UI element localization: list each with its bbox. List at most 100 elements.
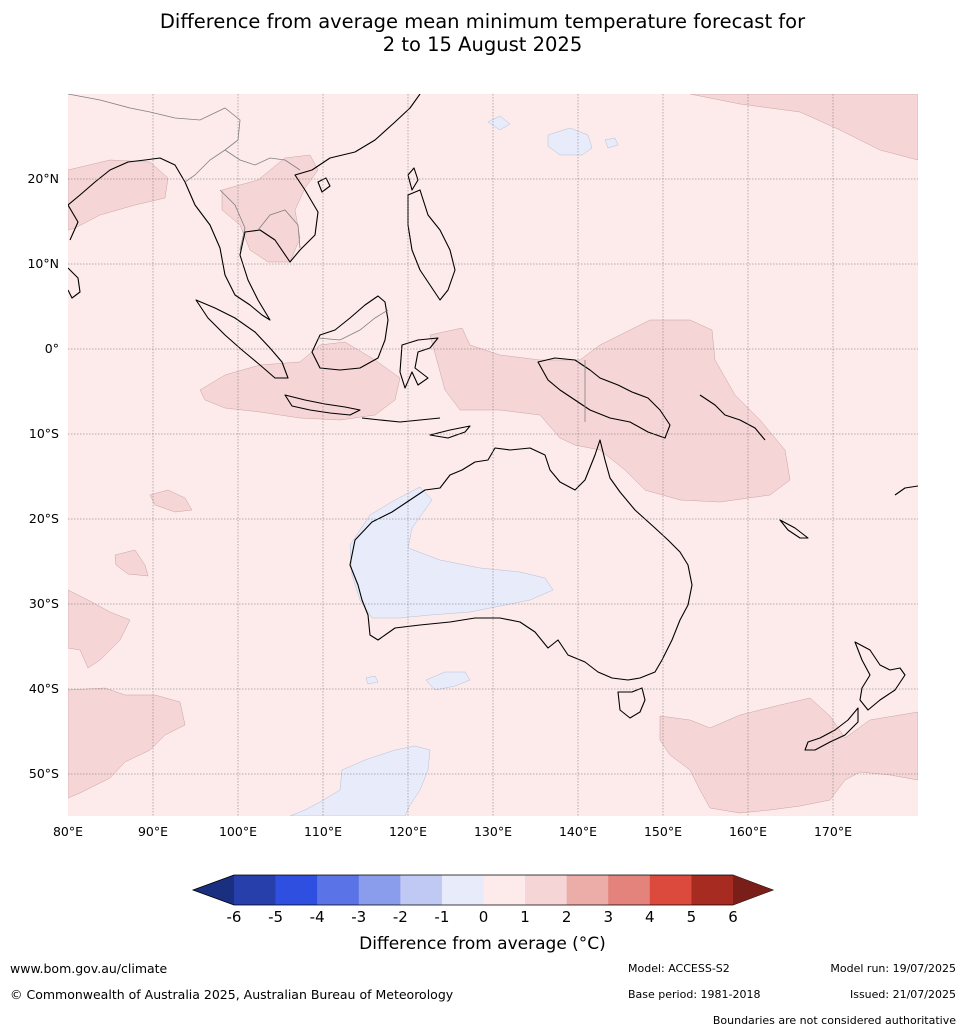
colorbar-tick-label: -5 (268, 908, 283, 926)
lon-label-110e: 110°E (304, 824, 342, 839)
title-line-1: Difference from average mean minimum tem… (159, 10, 806, 33)
coast-fiji (894, 485, 918, 496)
lon-label-120e: 120°E (389, 824, 427, 839)
lon-label-150e: 150°E (644, 824, 682, 839)
colorbar-under-arrow (193, 875, 234, 905)
map-title: Difference from average mean minimum tem… (0, 10, 965, 56)
lon-label-90e: 90°E (138, 824, 168, 839)
colorbar-tick-label: 6 (728, 908, 738, 926)
colorbar-over-arrow (733, 875, 773, 905)
anomaly-small-cool-1 (487, 115, 511, 131)
border-asia-1 (68, 94, 241, 183)
lon-label-170e: 170°E (814, 824, 852, 839)
colorbar-block (234, 875, 276, 905)
anomaly-small-cool-4 (365, 675, 379, 685)
border-asia-2 (224, 149, 301, 171)
lon-label-100e: 100°E (219, 824, 257, 839)
colorbar: -6 -5 -4 -3 -2 -1 0 1 2 3 4 5 6 (191, 874, 775, 926)
colorbar-block (317, 875, 360, 905)
colorbar-tick-label: -2 (393, 908, 408, 926)
coast-hainan (317, 177, 331, 193)
lat-label-20n: 20°N (27, 171, 59, 186)
anomaly-shading (68, 94, 918, 816)
coast-new-caledonia (779, 519, 809, 539)
coast-australia (349, 439, 693, 681)
colorbar-block (691, 875, 734, 905)
colorbar-block (608, 875, 651, 905)
graticule (68, 94, 918, 816)
anomaly-southern-cool (289, 745, 431, 816)
title-line-2: 2 to 15 August 2025 (382, 33, 583, 56)
anomaly-south-china-sea-cool (547, 127, 593, 156)
colorbar-block (275, 875, 318, 905)
border-asia-3 (219, 189, 246, 251)
colorbar-tick-label: 0 (479, 908, 489, 926)
coast-timor (429, 425, 471, 439)
footer-model-run: Model run: 19/07/2025 (830, 962, 956, 975)
coast-sumatra (195, 299, 289, 379)
coast-india (68, 204, 79, 241)
anomaly-small-cool-2 (604, 137, 619, 149)
colorbar-tick-label: 1 (520, 908, 530, 926)
footer-issued: Issued: 21/07/2025 (849, 988, 956, 1001)
coast-new-zealand-south (804, 707, 859, 751)
border-borneo (317, 309, 389, 341)
colorbar-tick-label: 2 (562, 908, 572, 926)
footer-base-period: Base period: 1981-2018 (628, 988, 761, 1001)
colorbar-block (441, 875, 484, 905)
colorbar-block (525, 875, 567, 905)
colorbar-tick-label: 4 (645, 908, 655, 926)
colorbar-block (566, 875, 609, 905)
anomaly-indonesia-west (199, 341, 401, 421)
lon-label-130e: 130°E (474, 824, 512, 839)
coast-sri-lanka (68, 267, 81, 299)
anomaly-small-1 (149, 489, 193, 513)
colorbar-block (649, 875, 692, 905)
lat-label-10n: 10°N (27, 256, 59, 271)
colorbar-tick-label: -6 (227, 908, 242, 926)
colorbar-block (483, 875, 526, 905)
lat-label-50s: 50°S (29, 766, 59, 781)
lon-label-140e: 140°E (559, 824, 597, 839)
coast-new-guinea (537, 357, 671, 439)
colorbar-tick-label: -1 (434, 908, 449, 926)
coast-new-zealand-north (854, 641, 906, 711)
coast-tasmania (617, 687, 646, 719)
coast-lesser-sunda (361, 417, 441, 423)
anomaly-tasman-south (659, 697, 918, 814)
anomaly-southern-ocean-west (68, 687, 186, 799)
footer-disclaimer: Boundaries are not considered authoritat… (712, 1014, 956, 1027)
lat-label-20s: 20°S (29, 511, 59, 526)
anomaly-western-australia-cool (349, 486, 554, 619)
border-asia-4 (257, 209, 301, 249)
colorbar-tick-label: 3 (603, 908, 613, 926)
footer-website[interactable]: www.bom.gov.au/climate (10, 961, 168, 976)
colorbar-label: Difference from average (°C) (359, 934, 606, 954)
colorbar-tick-label: -3 (351, 908, 366, 926)
coast-java (284, 394, 361, 416)
coast-solomons (699, 394, 766, 441)
anomaly-india-bay (68, 159, 169, 231)
lon-label-160e: 160°E (729, 824, 767, 839)
footer-model: Model: ACCESS-S2 (628, 962, 730, 975)
footer-copyright: © Commonwealth of Australia 2025, Austra… (10, 987, 454, 1002)
anomaly-sw-indian-ocean (68, 589, 131, 669)
lat-label-40s: 40°S (29, 681, 59, 696)
colorbar-block (358, 875, 401, 905)
coast-asia-mainland (68, 94, 421, 321)
coast-philippines (407, 189, 456, 301)
lat-label-30s: 30°S (29, 596, 59, 611)
colorbar-block (400, 875, 443, 905)
anomaly-small-cool-3 (425, 671, 471, 691)
colorbar-tick-label: -4 (310, 908, 325, 926)
anomaly-north-east (689, 94, 918, 161)
lat-label-10s: 10°S (29, 426, 59, 441)
lat-label-0: 0° (45, 341, 59, 356)
anomaly-maritime-east (429, 319, 791, 503)
coast-sulawesi (399, 337, 439, 389)
coast-taiwan (407, 167, 419, 191)
colorbar-tick-label: 5 (687, 908, 697, 926)
anomaly-small-2 (114, 549, 149, 577)
lon-label-80e: 80°E (53, 824, 83, 839)
